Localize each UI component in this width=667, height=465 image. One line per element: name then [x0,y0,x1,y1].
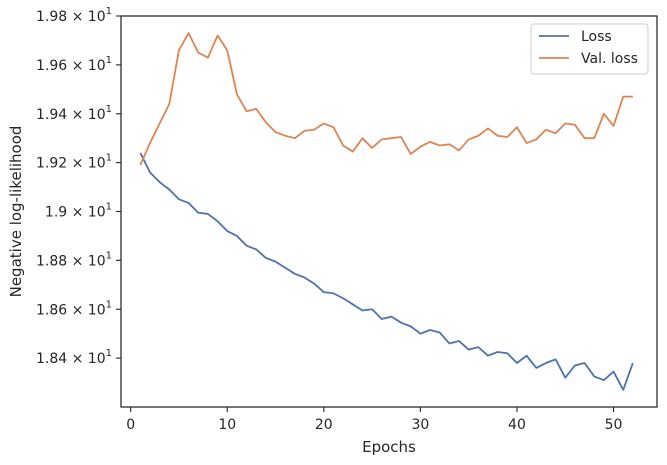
x-axis: 0 10 20 30 40 50 [126,407,622,433]
x-tick-label: 0 [126,417,135,433]
y-tick-label: 1.9 × 101 [45,202,112,221]
y-tick-label: 1.88 × 101 [36,250,112,269]
x-tick-label: 20 [315,417,333,433]
series-line-loss [139,152,634,391]
x-tick-label: 10 [218,417,236,433]
y-tick-label: 1.84 × 101 [36,348,112,367]
legend: Loss Val. loss [530,23,649,75]
series-layer [139,32,634,391]
x-tick-label: 30 [411,417,429,433]
legend-label-loss: Loss [581,29,612,45]
series-line-val-loss [139,32,633,166]
plot-frame [120,15,658,408]
y-axis: 1.84 × 101 1.86 × 101 1.88 × 101 1.9 × 101 1… [36,6,121,367]
x-axis-label: Epochs [362,438,416,456]
y-tick-label: 1.92 × 101 [36,153,112,172]
y-tick-label: 1.86 × 101 [36,299,112,318]
y-tick-label: 1.98 × 101 [36,6,112,25]
legend-label-val-loss: Val. loss [581,51,638,67]
x-tick-label: 50 [605,417,623,433]
y-axis-label: Negative log-likelihood [7,126,25,298]
x-tick-label: 40 [508,417,526,433]
y-tick-label: 1.94 × 101 [36,104,112,123]
y-tick-label: 1.96 × 101 [36,55,112,74]
